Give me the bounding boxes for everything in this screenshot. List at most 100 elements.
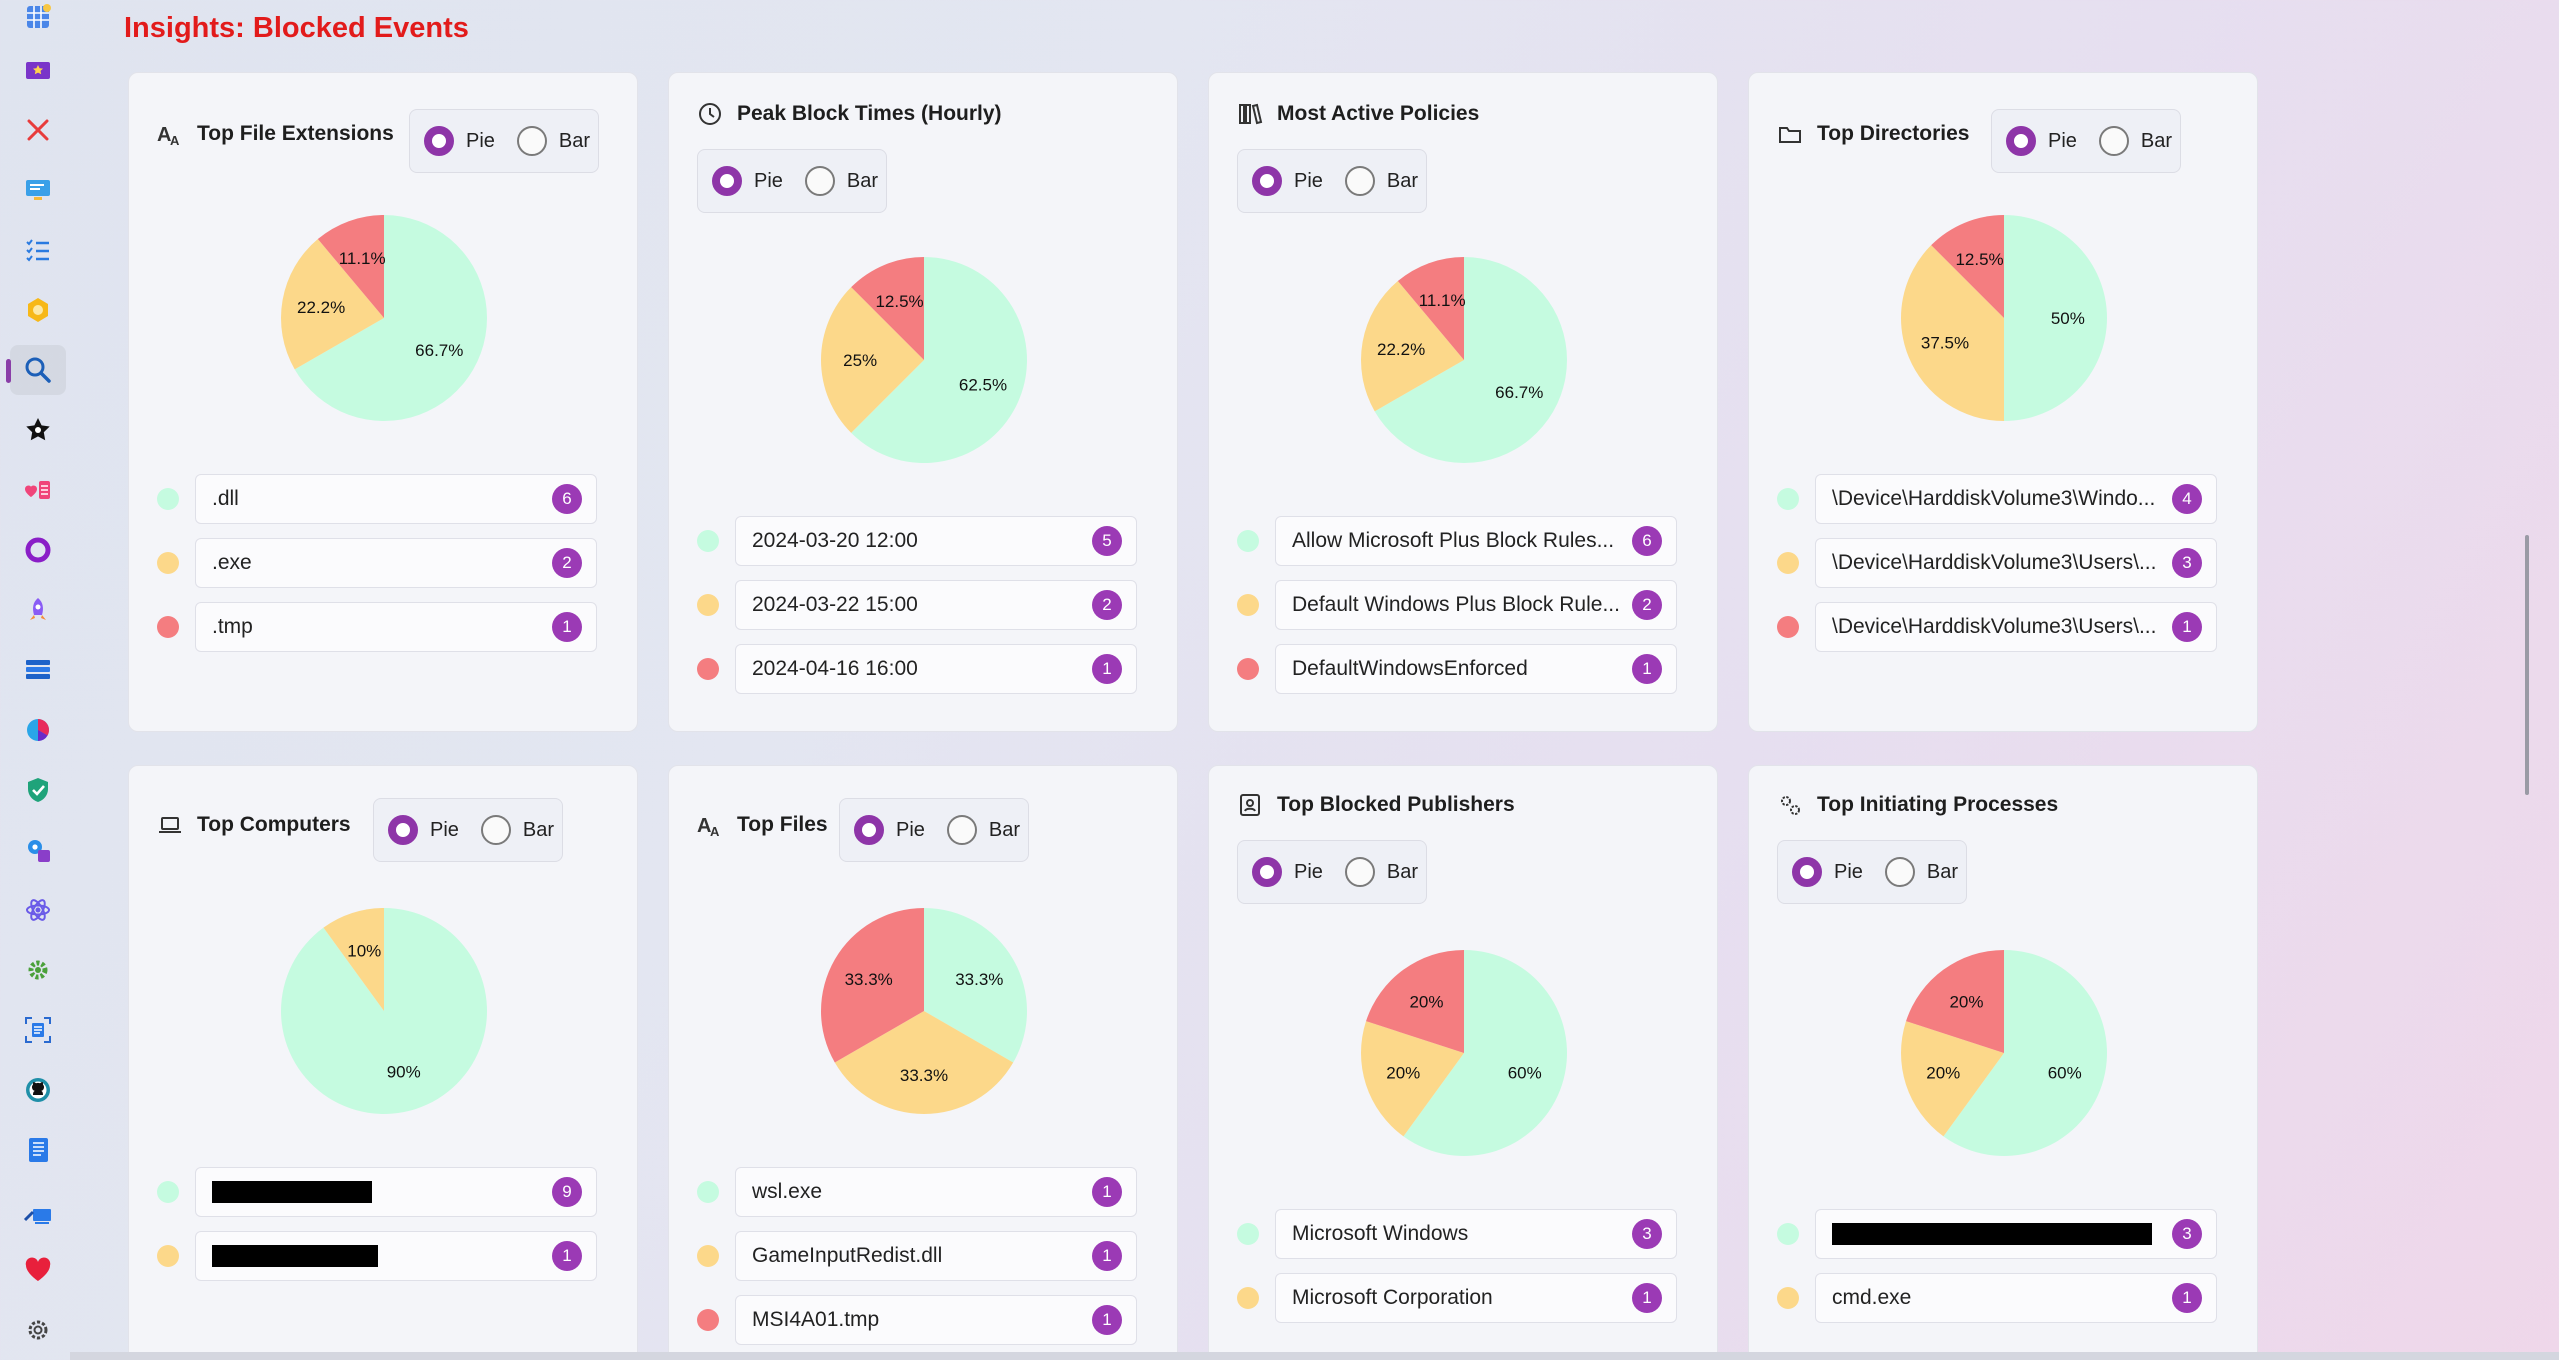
pie-chart: 62.5% 25% 12.5% bbox=[809, 245, 1039, 475]
svg-text:A: A bbox=[170, 133, 180, 147]
pie-slice bbox=[294, 215, 488, 421]
rail-item-grid[interactable] bbox=[10, 0, 66, 42]
list-item[interactable]: Allow Microsoft Plus Block Rules... 6 bbox=[1237, 515, 1677, 567]
pie-radio[interactable]: Pie bbox=[2006, 126, 2077, 156]
list-item[interactable]: .dll 6 bbox=[157, 473, 597, 525]
rail-item-checklist[interactable] bbox=[10, 225, 66, 275]
list-item[interactable]: GameInputRedist.dll 1 bbox=[697, 1230, 1137, 1282]
list-item[interactable]: \Device\HarddiskVolume3\Users\... 1 bbox=[1777, 601, 2217, 653]
pie-radio-label: Pie bbox=[1294, 860, 1323, 883]
rail-item-pie-chart[interactable] bbox=[10, 705, 66, 755]
legend-dot-icon bbox=[1237, 594, 1259, 616]
pie-radio[interactable]: Pie bbox=[388, 815, 459, 845]
pie-slice bbox=[1931, 215, 2004, 318]
bar-radio[interactable]: Bar bbox=[1884, 857, 1958, 887]
rail-item-search[interactable] bbox=[6, 345, 66, 395]
list-item[interactable]: .tmp 1 bbox=[157, 601, 597, 653]
navigation-rail bbox=[0, 0, 70, 1360]
pie-slice bbox=[323, 908, 384, 1011]
list-item[interactable]: cmd.exe 1 bbox=[1777, 1272, 2217, 1324]
pie-slice bbox=[851, 257, 924, 360]
chart-type-toggle: Pie Bar bbox=[409, 109, 599, 173]
bar-radio[interactable]: Bar bbox=[516, 126, 590, 156]
pie-slice bbox=[1901, 1021, 2004, 1137]
rail-item-shield-check[interactable] bbox=[10, 765, 66, 815]
pie-radio[interactable]: Pie bbox=[1252, 857, 1323, 887]
rail-item-github[interactable] bbox=[10, 1065, 66, 1115]
card-header: Top Blocked Publishers bbox=[1237, 792, 1515, 818]
legend-dot-icon bbox=[697, 1245, 719, 1267]
list-item[interactable]: \Device\HarddiskVolume3\Users\... 3 bbox=[1777, 537, 2217, 589]
list-item[interactable]: 2024-03-22 15:00 2 bbox=[697, 579, 1137, 631]
rail-item-ring[interactable] bbox=[10, 525, 66, 575]
rail-item-heart[interactable] bbox=[10, 1245, 66, 1295]
radio-unchecked-icon bbox=[480, 815, 511, 845]
pie-radio[interactable]: Pie bbox=[854, 815, 925, 845]
settings-icon bbox=[23, 1315, 53, 1345]
list-item[interactable]: 2024-04-16 16:00 1 bbox=[697, 643, 1137, 695]
list-item[interactable]: 2024-03-20 12:00 5 bbox=[697, 515, 1137, 567]
pie-radio[interactable]: Pie bbox=[712, 166, 783, 196]
rail-item-close[interactable] bbox=[10, 105, 66, 155]
pie-radio[interactable]: Pie bbox=[1252, 166, 1323, 196]
card-title: Top Computers bbox=[197, 813, 351, 836]
rail-item-rocket[interactable] bbox=[10, 585, 66, 635]
list-item[interactable]: wsl.exe 1 bbox=[697, 1166, 1137, 1218]
rail-item-heart-list[interactable] bbox=[10, 465, 66, 515]
list-item[interactable]: 9 bbox=[157, 1166, 597, 1218]
bar-radio[interactable]: Bar bbox=[480, 815, 555, 845]
pie-radio[interactable]: Pie bbox=[1792, 857, 1863, 887]
list-item[interactable]: MSI4A01.tmp 1 bbox=[697, 1294, 1137, 1346]
list-item[interactable]: Microsoft Windows 3 bbox=[1237, 1208, 1677, 1260]
gear-icon bbox=[23, 955, 53, 985]
list-item[interactable]: Microsoft Corporation 1 bbox=[1237, 1272, 1677, 1324]
list-item[interactable]: .exe 2 bbox=[157, 537, 597, 589]
rail-item-hexagon[interactable] bbox=[10, 285, 66, 335]
list-item[interactable]: \Device\HarddiskVolume3\Windo... 4 bbox=[1777, 473, 2217, 525]
scan-document-icon bbox=[23, 1015, 53, 1045]
item-pill: 2024-03-22 15:00 2 bbox=[735, 580, 1137, 630]
pie-slice-label: 22.2% bbox=[1377, 340, 1425, 359]
bar-radio[interactable]: Bar bbox=[804, 166, 878, 196]
radio-checked-icon bbox=[1252, 857, 1282, 887]
pie-slice-label: 60% bbox=[2048, 1064, 2082, 1083]
close-icon bbox=[23, 115, 53, 145]
layers-icon bbox=[23, 655, 53, 685]
bar-radio[interactable]: Bar bbox=[946, 815, 1020, 845]
scrollbar[interactable] bbox=[2525, 535, 2529, 795]
pie-radio[interactable]: Pie bbox=[424, 126, 495, 156]
bar-radio[interactable]: Bar bbox=[2098, 126, 2172, 156]
card-peak-block-times-hourly: Peak Block Times (Hourly) Pie Bar 62.5% 25% 1… bbox=[668, 72, 1178, 732]
rail-item-pen-monitor[interactable] bbox=[10, 1190, 66, 1240]
rocket-icon bbox=[23, 595, 53, 625]
atom-icon bbox=[23, 895, 53, 925]
list-item[interactable]: 3 bbox=[1777, 1208, 2217, 1260]
list-item[interactable]: DefaultWindowsEnforced 1 bbox=[1237, 643, 1677, 695]
rail-item-notebook[interactable] bbox=[10, 1125, 66, 1175]
legend-dot-icon bbox=[697, 658, 719, 680]
rail-item-gear[interactable] bbox=[10, 945, 66, 995]
list-item[interactable]: 1 bbox=[157, 1230, 597, 1282]
item-pill: Allow Microsoft Plus Block Rules... 6 bbox=[1275, 516, 1677, 566]
count-badge: 1 bbox=[552, 1241, 582, 1271]
rail-item-atom[interactable] bbox=[10, 885, 66, 935]
rail-item-settings[interactable] bbox=[10, 1305, 66, 1355]
pie-slice-label: 20% bbox=[1949, 992, 1983, 1011]
rail-item-policy-screen[interactable] bbox=[10, 165, 66, 215]
pie-slice-label: 11.1% bbox=[339, 249, 386, 268]
rail-item-scan-document[interactable] bbox=[10, 1005, 66, 1055]
item-pill: Microsoft Windows 3 bbox=[1275, 1209, 1677, 1259]
pie-slice-label: 33.3% bbox=[900, 1066, 948, 1085]
legend-dot-icon bbox=[1777, 1287, 1799, 1309]
bar-radio-label: Bar bbox=[522, 818, 555, 841]
rail-item-star[interactable] bbox=[10, 405, 66, 455]
bar-radio[interactable]: Bar bbox=[1344, 857, 1418, 887]
rail-item-layers[interactable] bbox=[10, 645, 66, 695]
hexagon-icon bbox=[23, 295, 53, 325]
rail-item-gear-puzzle[interactable] bbox=[10, 825, 66, 875]
pie-slice bbox=[1397, 257, 1464, 360]
pie-radio-label: Pie bbox=[466, 129, 495, 152]
rail-item-folder-star[interactable] bbox=[10, 45, 66, 95]
bar-radio[interactable]: Bar bbox=[1344, 166, 1418, 196]
list-item[interactable]: Default Windows Plus Block Rule... 2 bbox=[1237, 579, 1677, 631]
